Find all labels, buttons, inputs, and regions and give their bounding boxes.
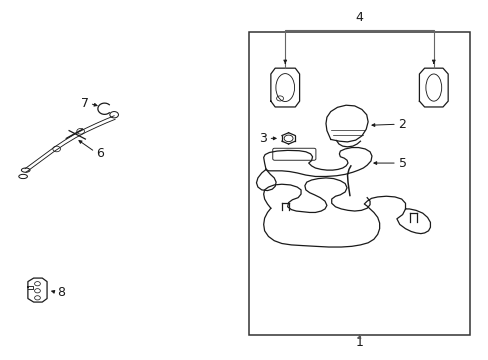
Text: 2: 2 <box>397 118 405 131</box>
Text: 6: 6 <box>96 147 103 160</box>
Text: 4: 4 <box>355 11 363 24</box>
Text: 7: 7 <box>81 96 89 109</box>
Text: 5: 5 <box>398 157 406 170</box>
Text: 1: 1 <box>355 337 363 350</box>
Bar <box>249 32 469 335</box>
Text: 3: 3 <box>259 132 266 145</box>
Text: 8: 8 <box>57 286 64 299</box>
